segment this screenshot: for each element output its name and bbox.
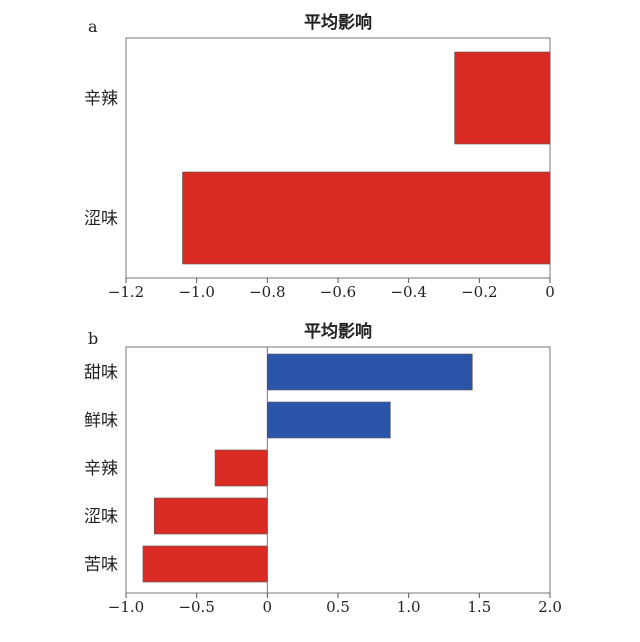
bar-3 xyxy=(214,449,268,487)
category-label: 涩味 xyxy=(84,209,118,229)
category-label: 苦味 xyxy=(84,555,118,575)
x-tick-label: 0 xyxy=(263,598,273,616)
category-label: 辛辣 xyxy=(84,89,118,109)
panel-label: b xyxy=(88,329,98,348)
x-tick-label: 0 xyxy=(545,283,555,301)
bar-2 xyxy=(267,401,391,439)
x-tick-label: 1.0 xyxy=(397,598,421,616)
bar-5 xyxy=(142,545,268,583)
category-label: 甜味 xyxy=(84,363,118,383)
x-tick-label: −1.2 xyxy=(108,283,144,301)
x-tick-label: −1.0 xyxy=(108,598,144,616)
x-tick-label: −0.6 xyxy=(320,283,356,301)
x-tick-label: −0.2 xyxy=(461,283,497,301)
x-tick-label: −0.4 xyxy=(390,283,426,301)
panel-label: a xyxy=(88,17,98,36)
x-tick-label: −1.0 xyxy=(178,283,214,301)
chart-title: 平均影响 xyxy=(304,321,372,342)
category-label: 涩味 xyxy=(84,507,118,527)
bar-4 xyxy=(153,497,268,535)
x-tick-label: 0.5 xyxy=(326,598,350,616)
bar-1 xyxy=(454,51,551,145)
bar-1 xyxy=(267,353,473,391)
category-label: 辛辣 xyxy=(84,459,118,479)
bar-2 xyxy=(182,171,551,265)
x-tick-label: 2.0 xyxy=(538,598,562,616)
x-tick-label: 1.5 xyxy=(467,598,491,616)
category-label: 鲜味 xyxy=(84,411,118,431)
x-tick-label: −0.5 xyxy=(178,598,214,616)
x-tick-label: −0.8 xyxy=(249,283,285,301)
chart-title: 平均影响 xyxy=(304,12,372,33)
